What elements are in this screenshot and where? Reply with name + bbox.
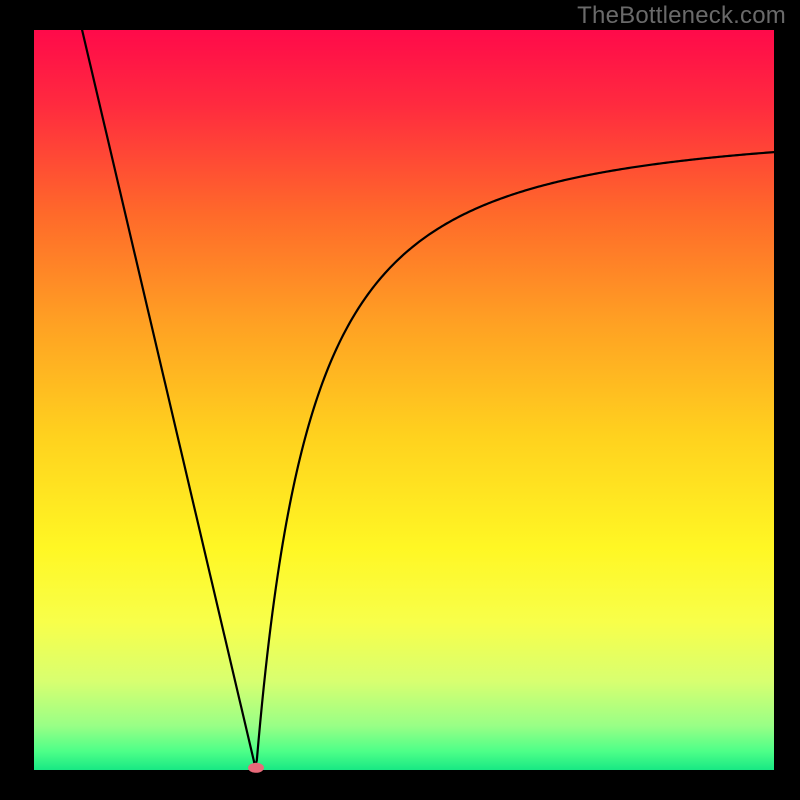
bottleneck-curve-chart xyxy=(0,0,800,800)
chart-container: TheBottleneck.com xyxy=(0,0,800,800)
plot-background xyxy=(34,30,774,770)
watermark-text: TheBottleneck.com xyxy=(577,2,786,30)
optimal-point-marker xyxy=(248,763,264,773)
